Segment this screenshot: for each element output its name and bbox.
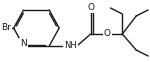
Text: NH: NH: [64, 41, 77, 51]
Text: Br: Br: [1, 23, 11, 32]
Text: O: O: [87, 3, 94, 12]
Text: O: O: [104, 30, 111, 39]
Text: N: N: [20, 39, 27, 48]
